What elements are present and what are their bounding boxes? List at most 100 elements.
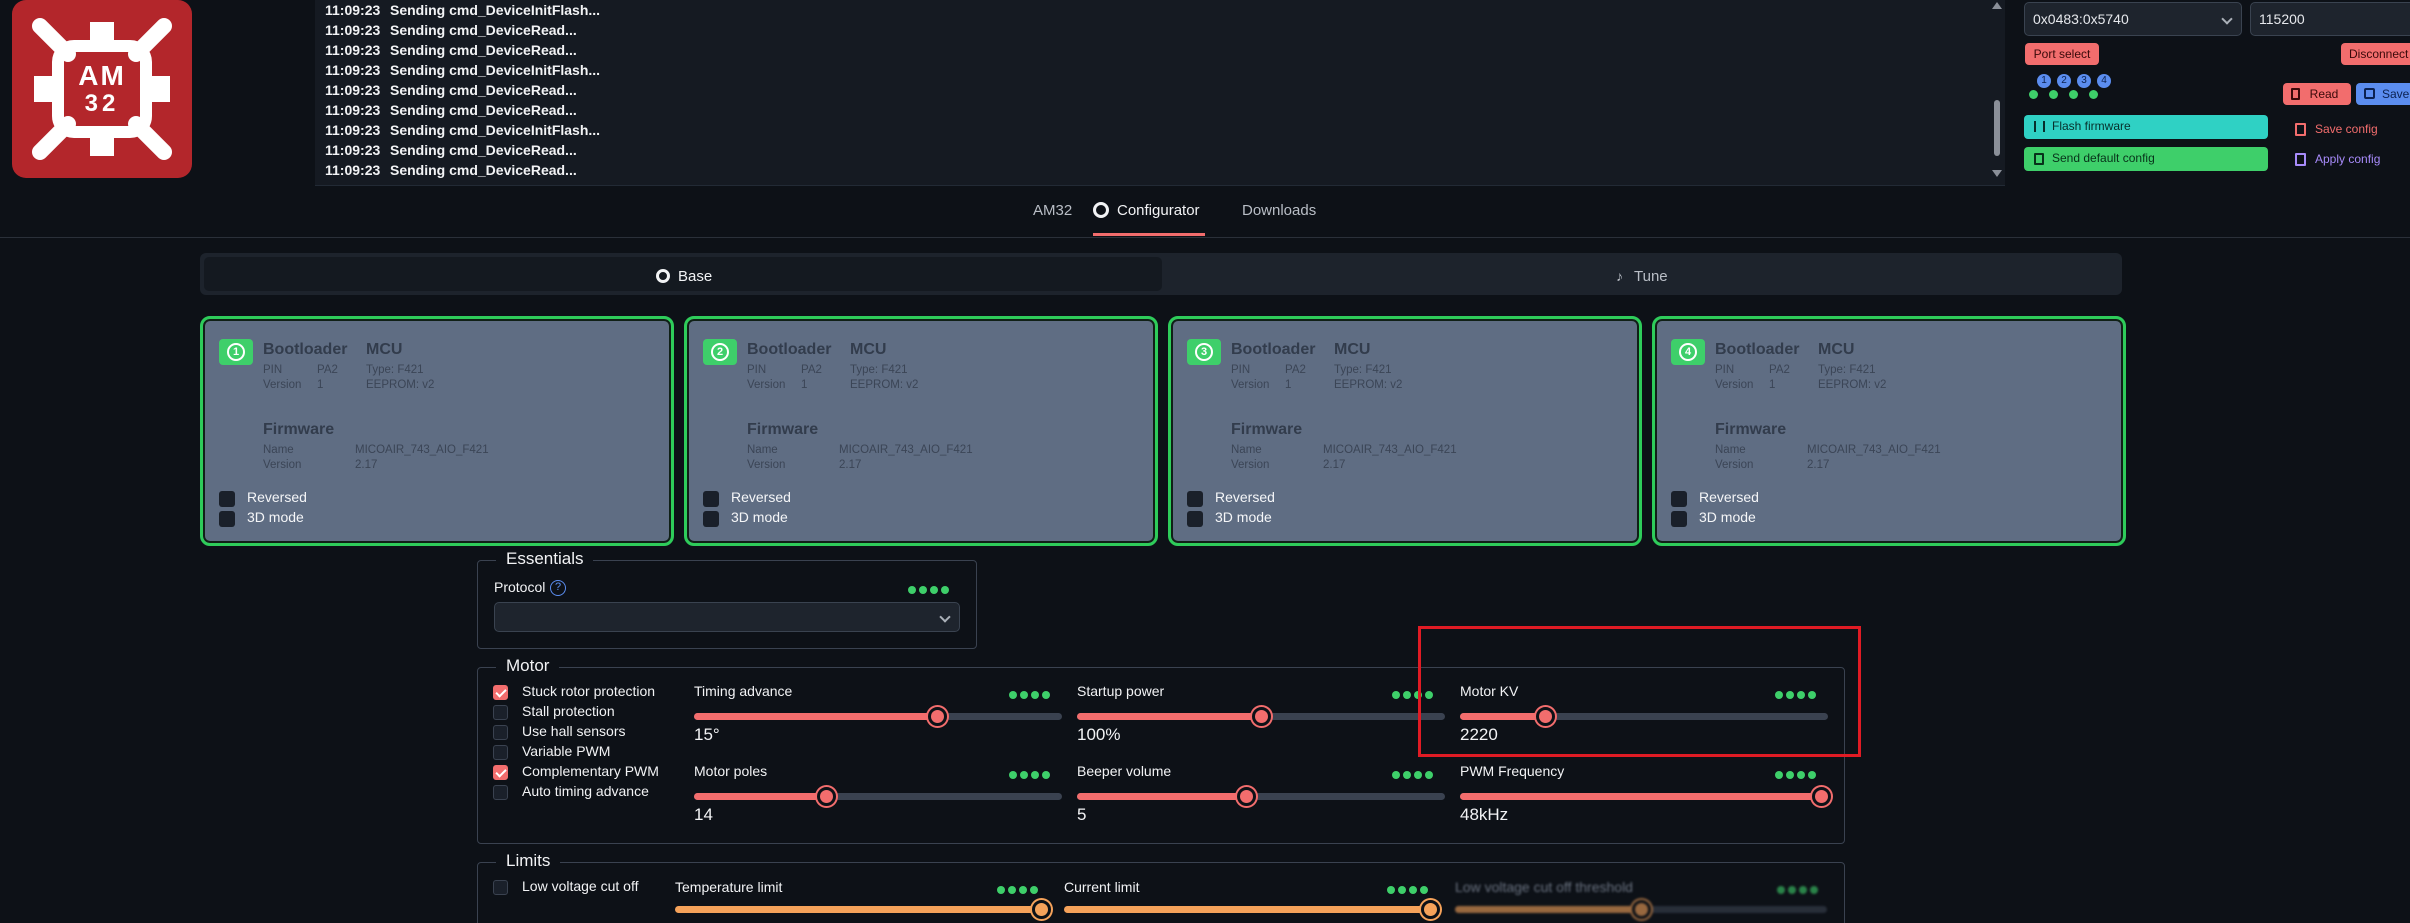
reversed-checkbox[interactable] — [219, 491, 235, 507]
version-value: 1 — [801, 379, 808, 391]
tab-configurator[interactable]: Configurator — [1093, 202, 1200, 219]
protocol-dropdown[interactable] — [494, 602, 960, 632]
log-time: 11:09:23 — [325, 122, 381, 138]
temperature-limit-thumb[interactable] — [1032, 900, 1051, 919]
pin-key: PIN — [1231, 364, 1251, 376]
log-line: 11:09:23 Sending cmd_DeviceRead... — [315, 100, 2005, 120]
esc-number-badge: 3 — [2077, 74, 2091, 88]
slider-thumb[interactable] — [1252, 707, 1271, 726]
mcu-heading: MCU — [366, 341, 403, 358]
slider-thumb[interactable] — [928, 707, 947, 726]
flash-icon — [2034, 121, 2045, 132]
apply-config-label: Apply config — [2315, 152, 2381, 166]
firmware-heading: Firmware — [747, 421, 819, 438]
scroll-thumb[interactable] — [1994, 100, 2000, 156]
tab-base-label: Base — [656, 268, 712, 285]
tab-am32[interactable]: AM32 — [1033, 202, 1073, 219]
active-tab-indicator — [1093, 233, 1205, 236]
log-time: 11:09:23 — [325, 2, 381, 18]
floppy-icon — [2364, 88, 2375, 99]
3d-mode-checkbox[interactable] — [219, 511, 235, 527]
bootloader-heading: Bootloader — [1715, 341, 1800, 358]
slider-track[interactable] — [1460, 707, 1828, 726]
current-limit-thumb[interactable] — [1421, 900, 1440, 919]
slider-track[interactable] — [694, 707, 1062, 726]
scroll-up-icon[interactable] — [1992, 2, 2002, 9]
motor-option-checkbox[interactable] — [493, 705, 508, 720]
slider-fill — [1077, 793, 1246, 800]
slider-thumb[interactable] — [1812, 787, 1831, 806]
log-message: Sending cmd_DeviceRead... — [390, 162, 577, 178]
log-line: 11:09:23 Sending cmd_DeviceRead... — [315, 20, 2005, 40]
mcu-type: Type: F421 — [366, 364, 424, 376]
3d-mode-checkbox[interactable] — [703, 511, 719, 527]
3d-mode-checkbox[interactable] — [1671, 511, 1687, 527]
slider-thumb[interactable] — [1237, 787, 1256, 806]
motor-option-checkbox[interactable] — [493, 785, 508, 800]
slider-status-dots — [1772, 766, 1816, 784]
esc-number: 1 — [227, 343, 245, 361]
firmware-name-key: Name — [1231, 444, 1262, 456]
save-config-link[interactable]: Save config — [2293, 120, 2378, 138]
slider-value: 100% — [1077, 725, 1121, 744]
slider-track[interactable] — [694, 787, 1062, 806]
lv-threshold-status-dots — [1774, 881, 1818, 899]
send-default-config-button[interactable]: Send default config — [2024, 147, 2268, 171]
motor-option-label: Stall protection — [522, 703, 615, 719]
motor-option-checkbox[interactable] — [493, 765, 508, 780]
log-scrollbar[interactable] — [1990, 0, 2004, 184]
base-label: Base — [678, 268, 713, 285]
flash-firmware-button[interactable]: Flash firmware — [2024, 115, 2268, 139]
log-message: Sending cmd_DeviceRead... — [390, 102, 577, 118]
log-line: 11:09:23 Sending cmd_DeviceInitFlash... — [315, 0, 2005, 20]
tab-configurator-label: Configurator — [1117, 202, 1200, 219]
port-select-button[interactable]: Port select — [2025, 43, 2099, 65]
slider-fill — [694, 793, 826, 800]
save-label: Save — [2382, 87, 2410, 101]
baud-dropdown[interactable]: 115200 — [2250, 2, 2410, 36]
slider-value: 48kHz — [1460, 805, 1509, 824]
save-button[interactable]: Save — [2356, 83, 2410, 105]
low-voltage-threshold-slider[interactable] — [1455, 900, 1827, 919]
low-voltage-cutoff-checkbox[interactable] — [493, 880, 508, 895]
slider-thumb[interactable] — [817, 787, 836, 806]
firmware-name-key: Name — [1715, 444, 1746, 456]
motor-option-checkbox[interactable] — [493, 725, 508, 740]
version-key: Version — [1715, 379, 1754, 391]
slider-value: 15° — [694, 725, 720, 744]
flash-firmware-label: Flash firmware — [2052, 119, 2131, 133]
read-button[interactable]: Read — [2283, 83, 2351, 105]
motor-option-checkbox[interactable] — [493, 745, 508, 760]
motor-option-checkbox[interactable] — [493, 685, 508, 700]
temperature-limit-slider[interactable] — [675, 900, 1051, 919]
reversed-checkbox[interactable] — [703, 491, 719, 507]
firmware-heading: Firmware — [1231, 421, 1303, 438]
low-voltage-threshold-thumb[interactable] — [1632, 900, 1651, 919]
disconnect-button[interactable]: Disconnect — [2341, 43, 2410, 65]
baud-value: 115200 — [2259, 11, 2305, 27]
log-line: 11:09:23 Sending cmd_DeviceInitFlash... — [315, 120, 2005, 140]
3d-mode-checkbox[interactable] — [1187, 511, 1203, 527]
esc-card: 1 Bootloader MCU PIN PA2 Version 1 Type:… — [200, 316, 674, 546]
tab-tune[interactable]: ♪ Tune — [1162, 257, 2118, 291]
tab-base[interactable]: Base — [204, 257, 1162, 291]
reversed-checkbox[interactable] — [1671, 491, 1687, 507]
current-limit-slider[interactable] — [1064, 900, 1440, 919]
tab-downloads[interactable]: Downloads — [1242, 202, 1317, 219]
tune-label: Tune — [1634, 268, 1668, 285]
mcu-type: Type: F421 — [850, 364, 908, 376]
reversed-checkbox[interactable] — [1187, 491, 1203, 507]
esc-status-dot — [2029, 90, 2038, 99]
slider-track[interactable] — [1460, 787, 1831, 806]
esc-number: 4 — [1679, 343, 1697, 361]
port-dropdown[interactable]: 0x0483:0x5740 — [2024, 2, 2242, 36]
apply-config-link[interactable]: Apply config — [2293, 150, 2380, 168]
slider-thumb[interactable] — [1536, 707, 1555, 726]
mcu-heading: MCU — [850, 341, 887, 358]
slider-track[interactable] — [1077, 707, 1445, 726]
help-icon[interactable]: ? — [550, 580, 566, 596]
logo-text-top: AM — [78, 60, 126, 91]
slider-track[interactable] — [1077, 787, 1445, 806]
scroll-down-icon[interactable] — [1992, 170, 2002, 177]
